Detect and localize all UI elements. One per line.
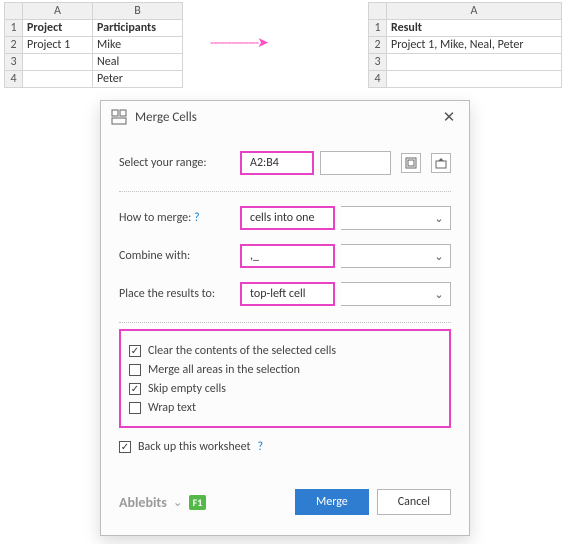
cell[interactable] [387, 54, 562, 71]
row-header: 3 [369, 54, 387, 71]
col-header: B [93, 3, 183, 20]
chevron-down-icon: ⌄ [428, 212, 450, 225]
clear-contents-checkbox[interactable]: ✓ Clear the contents of the selected cel… [129, 344, 441, 358]
combine-label: Combine with: [119, 249, 234, 263]
checkbox-icon [129, 402, 141, 414]
range-extra-input[interactable] [320, 151, 392, 175]
place-label: Place the results to: [119, 287, 234, 301]
close-button[interactable]: ✕ [439, 107, 459, 127]
right-spreadsheet: A 1 Result 2 Project 1, Mike, Neal, Pete… [368, 2, 562, 88]
chevron-down-icon[interactable]: ⌄ [173, 495, 183, 510]
how-to-merge-select[interactable]: cells into one [240, 206, 335, 230]
corner-cell [5, 3, 23, 20]
cell[interactable]: Project 1, Mike, Neal, Peter [387, 37, 562, 54]
row-header: 1 [5, 20, 23, 37]
dialog-footer: Ablebits⌄ F1 Merge Cancel [101, 479, 469, 525]
corner-cell [369, 3, 387, 20]
cell[interactable] [23, 71, 93, 88]
range-label: Select your range: [119, 156, 234, 170]
f1-help-button[interactable]: F1 [189, 495, 207, 510]
wrap-text-checkbox[interactable]: Wrap text [129, 401, 441, 415]
cell[interactable]: Project 1 [23, 37, 93, 54]
help-icon[interactable]: ? [194, 211, 200, 225]
cell[interactable]: Peter [93, 71, 183, 88]
arrow-icon: - - - - - - - - - - - - - -➤ [210, 34, 269, 51]
place-results-dropdown[interactable]: ⌄ [341, 282, 451, 306]
row-header: 2 [369, 37, 387, 54]
combine-with-dropdown[interactable]: ⌄ [341, 244, 451, 268]
merge-cells-icon [111, 109, 127, 125]
row-header: 2 [5, 37, 23, 54]
checkbox-icon [129, 364, 141, 376]
collapse-icon [405, 157, 417, 169]
how-to-merge-dropdown[interactable]: ⌄ [341, 206, 451, 230]
checkbox-icon: ✓ [129, 345, 141, 357]
merge-cells-dialog: Merge Cells ✕ Select your range: A2:B4 H… [100, 100, 470, 536]
separator [119, 191, 451, 192]
cell[interactable]: Result [387, 20, 562, 37]
place-results-select[interactable]: top-left cell [240, 282, 335, 306]
cell[interactable] [387, 71, 562, 88]
cell[interactable]: Mike [93, 37, 183, 54]
skip-empty-checkbox[interactable]: ✓ Skip empty cells [129, 382, 441, 396]
titlebar: Merge Cells ✕ [101, 101, 469, 133]
merge-button[interactable]: Merge [295, 489, 369, 515]
cell[interactable]: Participants [93, 20, 183, 37]
row-header: 4 [5, 71, 23, 88]
close-icon: ✕ [443, 108, 456, 127]
how-label: How to merge: ? [119, 211, 234, 225]
row-header: 1 [369, 20, 387, 37]
row-header: 3 [5, 54, 23, 71]
chevron-down-icon: ⌄ [428, 288, 450, 301]
row-header: 4 [369, 71, 387, 88]
backup-checkbox[interactable]: ✓ Back up this worksheet ? [119, 440, 451, 454]
range-input[interactable]: A2:B4 [240, 151, 314, 175]
collapse-range-button[interactable] [401, 153, 421, 173]
brand-label: Ablebits⌄ F1 [119, 494, 287, 511]
combine-with-input[interactable]: ,_ [240, 244, 335, 268]
cell[interactable] [23, 54, 93, 71]
cell[interactable]: Project [23, 20, 93, 37]
expand-range-button[interactable] [431, 153, 451, 173]
expand-icon [435, 157, 447, 169]
merge-all-areas-checkbox[interactable]: Merge all areas in the selection [129, 363, 441, 377]
options-group: ✓ Clear the contents of the selected cel… [119, 329, 451, 428]
cell[interactable]: Neal [93, 54, 183, 71]
chevron-down-icon: ⌄ [428, 250, 450, 263]
left-spreadsheet: A B 1 Project Participants 2 Project 1 M… [4, 2, 183, 88]
checkbox-icon: ✓ [119, 441, 131, 453]
dialog-title: Merge Cells [135, 110, 431, 125]
col-header: A [387, 3, 562, 20]
checkbox-icon: ✓ [129, 383, 141, 395]
help-icon[interactable]: ? [258, 440, 264, 454]
col-header: A [23, 3, 93, 20]
cancel-button[interactable]: Cancel [377, 489, 451, 515]
separator [119, 322, 451, 323]
